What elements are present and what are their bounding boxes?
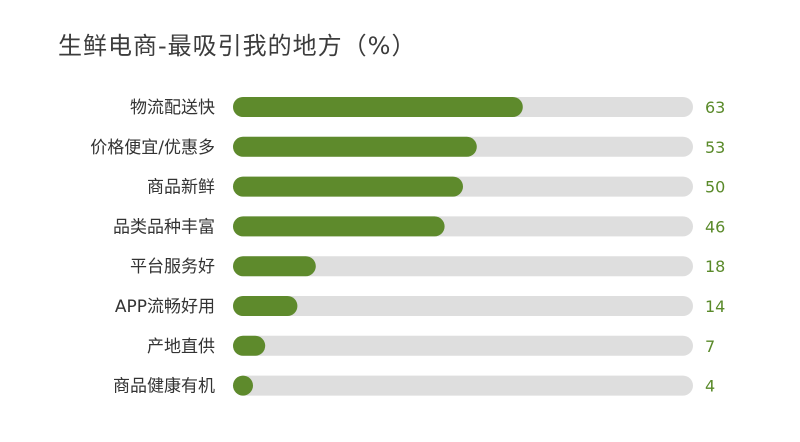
bar-track <box>233 256 693 277</box>
category-label: 产地直供 <box>147 337 215 357</box>
chart-title: 生鲜电商-最吸引我的地方（%） <box>58 32 417 60</box>
value-label: 4 <box>705 377 715 396</box>
bar-track <box>233 335 693 356</box>
bar <box>233 97 523 117</box>
category-label: 平台服务好 <box>130 257 215 277</box>
bar-track <box>233 296 693 316</box>
bar <box>233 256 316 277</box>
category-label: APP流畅好用 <box>115 297 215 317</box>
value-label: 18 <box>705 257 725 276</box>
bar <box>233 176 463 197</box>
category-label: 商品新鲜 <box>147 178 215 198</box>
value-label: 63 <box>705 98 725 117</box>
bar-track <box>233 375 693 396</box>
bar <box>233 296 298 316</box>
value-label: 50 <box>705 178 725 197</box>
value-label: 14 <box>705 297 725 316</box>
value-label: 7 <box>705 337 715 356</box>
category-label: 物流配送快 <box>130 98 215 118</box>
value-label: 46 <box>705 217 725 236</box>
category-label: 品类品种丰富 <box>113 217 215 237</box>
value-label: 53 <box>705 138 725 157</box>
category-label: 价格便宜/优惠多 <box>90 138 215 158</box>
bar <box>233 335 266 356</box>
bar <box>233 375 253 396</box>
bar <box>233 216 445 237</box>
bar <box>233 136 477 157</box>
category-label: 商品健康有机 <box>113 377 215 397</box>
